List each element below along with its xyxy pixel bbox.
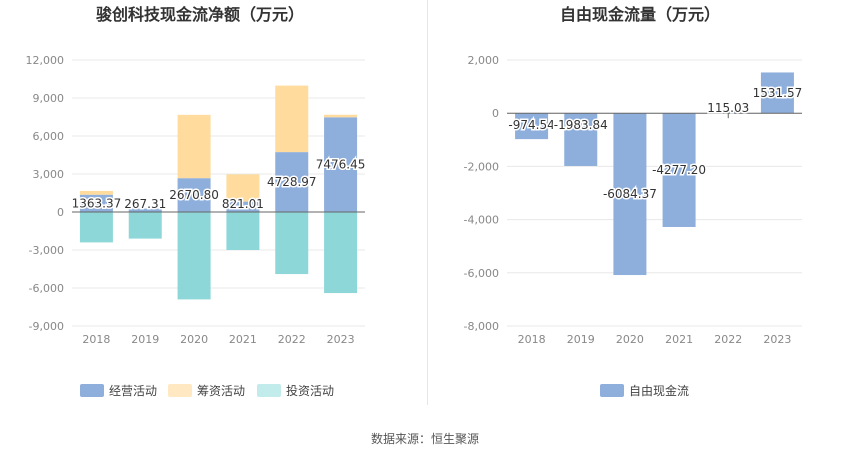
legend-swatch	[168, 384, 192, 397]
bar-operating	[79, 194, 113, 212]
x-tick-label: 2021	[229, 333, 257, 346]
y-tick-label: -9,000	[29, 320, 64, 333]
bar-operating	[177, 178, 211, 212]
legend-swatch	[80, 384, 104, 397]
x-tick-label: 2021	[665, 333, 693, 346]
data-label: 2670.80	[169, 188, 219, 202]
bar-free-cash-flow	[613, 113, 647, 276]
bar-investing	[79, 212, 113, 243]
bar-financing	[79, 190, 113, 195]
bar-investing	[128, 212, 162, 239]
y-tick-label: 9,000	[33, 92, 65, 105]
bar-investing	[177, 212, 211, 300]
bar-investing	[324, 212, 358, 294]
y-tick-label: 6,000	[33, 130, 65, 143]
data-label: 821.01	[222, 197, 264, 211]
x-tick-label: 2020	[616, 333, 644, 346]
y-tick-label: -6,000	[29, 282, 64, 295]
bar-financing	[226, 174, 260, 202]
panel-divider	[427, 0, 428, 405]
data-label: -974.54	[508, 118, 554, 132]
data-label: -4277.20	[652, 163, 706, 177]
bar-financing	[275, 85, 309, 153]
bar-free-cash-flow	[711, 110, 745, 114]
x-tick-label: 2023	[327, 333, 355, 346]
data-label: -6084.37	[603, 187, 657, 201]
y-tick-label: -8,000	[464, 320, 499, 333]
chart-title: 自由现金流量（万元）	[560, 5, 720, 24]
y-tick-label: -6,000	[464, 267, 499, 280]
legend-label: 自由现金流	[629, 383, 689, 398]
x-tick-label: 2018	[518, 333, 546, 346]
y-tick-label: -2,000	[464, 160, 499, 173]
bar-free-cash-flow	[515, 113, 549, 140]
bar-financing	[177, 114, 211, 179]
bar-free-cash-flow	[760, 72, 794, 114]
legend-swatch	[257, 384, 281, 397]
y-tick-label: 0	[57, 206, 64, 219]
bar-investing	[275, 212, 309, 275]
chart-title: 骏创科技现金流净额（万元）	[96, 5, 304, 24]
data-label: 1531.57	[753, 86, 803, 100]
y-tick-label: 12,000	[26, 54, 65, 67]
legend-label: 筹资活动	[197, 384, 245, 398]
data-source-note: 数据来源：恒生聚源	[370, 432, 479, 446]
bar-operating	[226, 201, 260, 212]
y-tick-label: -4,000	[464, 214, 499, 227]
bar-financing	[324, 114, 358, 118]
legend-label: 投资活动	[286, 383, 334, 398]
bar-operating	[324, 117, 358, 212]
data-label: 4728.97	[267, 175, 317, 189]
x-tick-label: 2023	[763, 333, 791, 346]
x-tick-label: 2018	[82, 333, 110, 346]
bar-operating	[275, 152, 309, 212]
bar-investing	[226, 212, 260, 250]
legend-swatch	[600, 384, 624, 397]
bar-free-cash-flow	[564, 113, 598, 166]
data-label: 1363.37	[72, 196, 122, 210]
x-tick-label: 2022	[278, 333, 306, 346]
bar-operating	[128, 208, 162, 212]
data-label: 115.03	[707, 101, 749, 115]
data-label: 7476.45	[316, 158, 366, 172]
bar-free-cash-flow	[662, 113, 696, 227]
y-tick-label: 2,000	[468, 54, 500, 67]
x-tick-label: 2019	[131, 333, 159, 346]
y-tick-label: 0	[492, 107, 499, 120]
x-tick-label: 2022	[714, 333, 742, 346]
data-label: -1983.84	[554, 118, 608, 132]
x-tick-label: 2020	[180, 333, 208, 346]
x-tick-label: 2019	[567, 333, 595, 346]
legend-label: 经营活动	[109, 384, 157, 398]
y-tick-label: -3,000	[29, 244, 64, 257]
y-tick-label: 3,000	[33, 168, 65, 181]
data-label: 267.31	[124, 197, 166, 211]
